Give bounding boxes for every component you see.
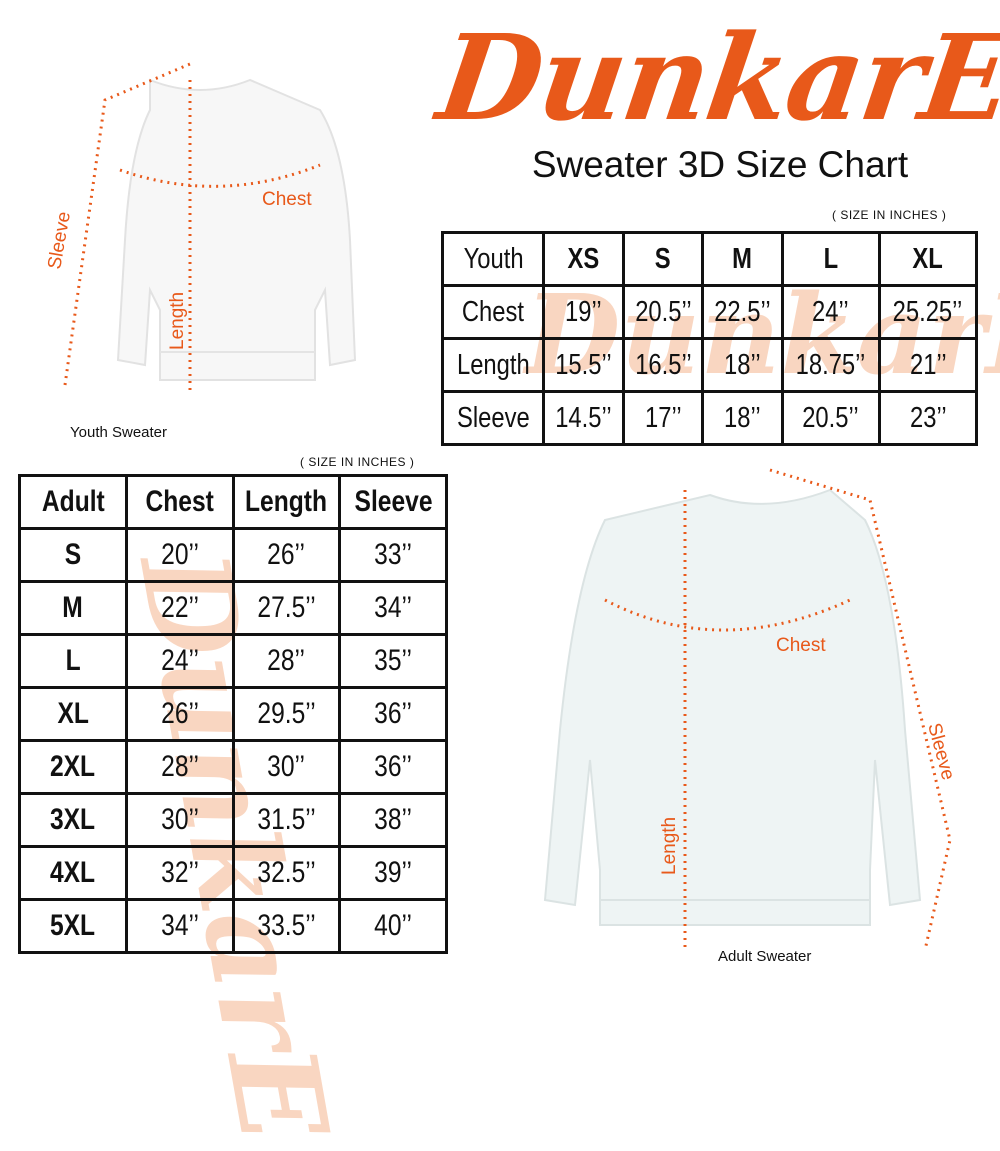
size-label: XL (57, 697, 89, 730)
cell: 18.75’’ (795, 348, 866, 381)
adult-size-table: Adult Chest Length Sleeve S 20’’ 26’’ 33’’ M… (18, 474, 448, 954)
size-label: 5XL (50, 909, 96, 942)
cell: 28’’ (267, 644, 306, 677)
cell: 33’’ (374, 538, 413, 571)
header-cell: XS (567, 242, 600, 275)
cell: 36’’ (374, 697, 413, 730)
adult-sleeve-label: Sleeve (923, 721, 958, 783)
table-row: Sleeve 14.5’’ 17’’ 18’’ 20.5’’ 23’’ (440, 390, 979, 446)
header-cell: S (655, 242, 671, 275)
table-row: Chest 19’’ 20.5’’ 22.5’’ 24’’ 25.25’’ (440, 284, 979, 340)
row-label: Sleeve (456, 401, 530, 434)
size-label: 4XL (50, 856, 96, 889)
size-label: L (65, 644, 81, 677)
header-cell: XL (912, 242, 944, 275)
size-label: S (64, 538, 82, 571)
cell: 30’’ (160, 803, 199, 836)
cell: 19’’ (565, 295, 602, 328)
cell: 15.5’’ (555, 348, 612, 381)
youth-chest-label: Chest (262, 189, 312, 210)
row-label: Chest (462, 295, 525, 328)
row-label: Length (456, 348, 530, 381)
youth-unit-note: ( SIZE IN INCHES ) (832, 208, 947, 222)
cell: 20’’ (160, 538, 199, 571)
brand-logo: DunkarE (430, 8, 1000, 147)
cell: 40’’ (374, 909, 413, 942)
table-row: XL 26’’ 29.5’’ 36’’ (18, 686, 448, 742)
table-header-row: Adult Chest Length Sleeve (18, 474, 448, 530)
cell: 30’’ (267, 750, 306, 783)
cell: 24’’ (812, 295, 849, 328)
youth-sweater-illustration: Chest Length Sleeve (44, 62, 357, 390)
cell: 23’’ (909, 401, 947, 434)
header-cell: L (823, 242, 838, 275)
size-label: M (62, 591, 84, 624)
page-title: Sweater 3D Size Chart (531, 144, 909, 185)
cell: 34’’ (374, 591, 413, 624)
cell: 17’’ (644, 401, 682, 434)
header-cell: M (732, 242, 753, 275)
youth-size-table: Youth XS S M L XL Chest 19’’ 20.5’’ 22.5… (440, 231, 979, 446)
cell: 31.5’’ (257, 803, 316, 836)
cell: 24’’ (160, 644, 199, 677)
cell: 33.5’’ (257, 909, 316, 942)
cell: 26’’ (160, 697, 199, 730)
adult-length-label: Length (659, 817, 680, 875)
cell: 25.25’’ (893, 295, 963, 328)
cell: 21’’ (909, 348, 947, 381)
header-cell: Sleeve (354, 485, 433, 518)
cell: 29.5’’ (257, 697, 316, 730)
cell: 18’’ (724, 401, 761, 434)
cell: 34’’ (160, 909, 199, 942)
youth-length-label: Length (167, 292, 188, 350)
adult-chest-label: Chest (776, 635, 826, 656)
table-row: 2XL 28’’ 30’’ 36’’ (18, 739, 448, 795)
youth-sleeve-label: Sleeve (44, 210, 75, 271)
cell: 28’’ (160, 750, 199, 783)
table-row: S 20’’ 26’’ 33’’ (18, 527, 448, 583)
cell: 38’’ (374, 803, 413, 836)
table-row: Length 15.5’’ 16.5’’ 18’’ 18.75’’ 21’’ (440, 337, 979, 393)
table-row: L 24’’ 28’’ 35’’ (18, 633, 448, 689)
cell: 27.5’’ (257, 591, 316, 624)
size-label: 2XL (50, 750, 96, 783)
header-cell: Youth (463, 242, 524, 275)
table-row: 4XL 32’’ 32.5’’ 39’’ (18, 845, 448, 901)
cell: 14.5’’ (555, 401, 612, 434)
adult-sweater-illustration: Chest Length Sleeve (543, 468, 958, 951)
youth-caption: Youth Sweater (70, 424, 168, 441)
table-row: M 22’’ 27.5’’ 34’’ (18, 580, 448, 636)
header-cell: Adult (41, 485, 105, 518)
adult-unit-note: ( SIZE IN INCHES ) (300, 455, 415, 469)
header-cell: Length (245, 485, 328, 518)
table-row: 3XL 30’’ 31.5’’ 38’’ (18, 792, 448, 848)
cell: 18’’ (724, 348, 761, 381)
adult-caption: Adult Sweater (718, 948, 812, 965)
cell: 36’’ (374, 750, 413, 783)
cell: 35’’ (374, 644, 413, 677)
cell: 22.5’’ (714, 295, 771, 328)
table-row: 5XL 34’’ 33.5’’ 40’’ (18, 898, 448, 954)
size-label: 3XL (50, 803, 96, 836)
cell: 20.5’’ (634, 295, 692, 328)
cell: 22’’ (160, 591, 199, 624)
cell: 32.5’’ (257, 856, 316, 889)
header-cell: Chest (145, 485, 214, 518)
cell: 20.5’’ (802, 401, 859, 434)
table-header-row: Youth XS S M L XL (440, 231, 979, 287)
cell: 32’’ (160, 856, 199, 889)
cell: 26’’ (267, 538, 306, 571)
cell: 39’’ (374, 856, 413, 889)
cell: 16.5’’ (634, 348, 692, 381)
